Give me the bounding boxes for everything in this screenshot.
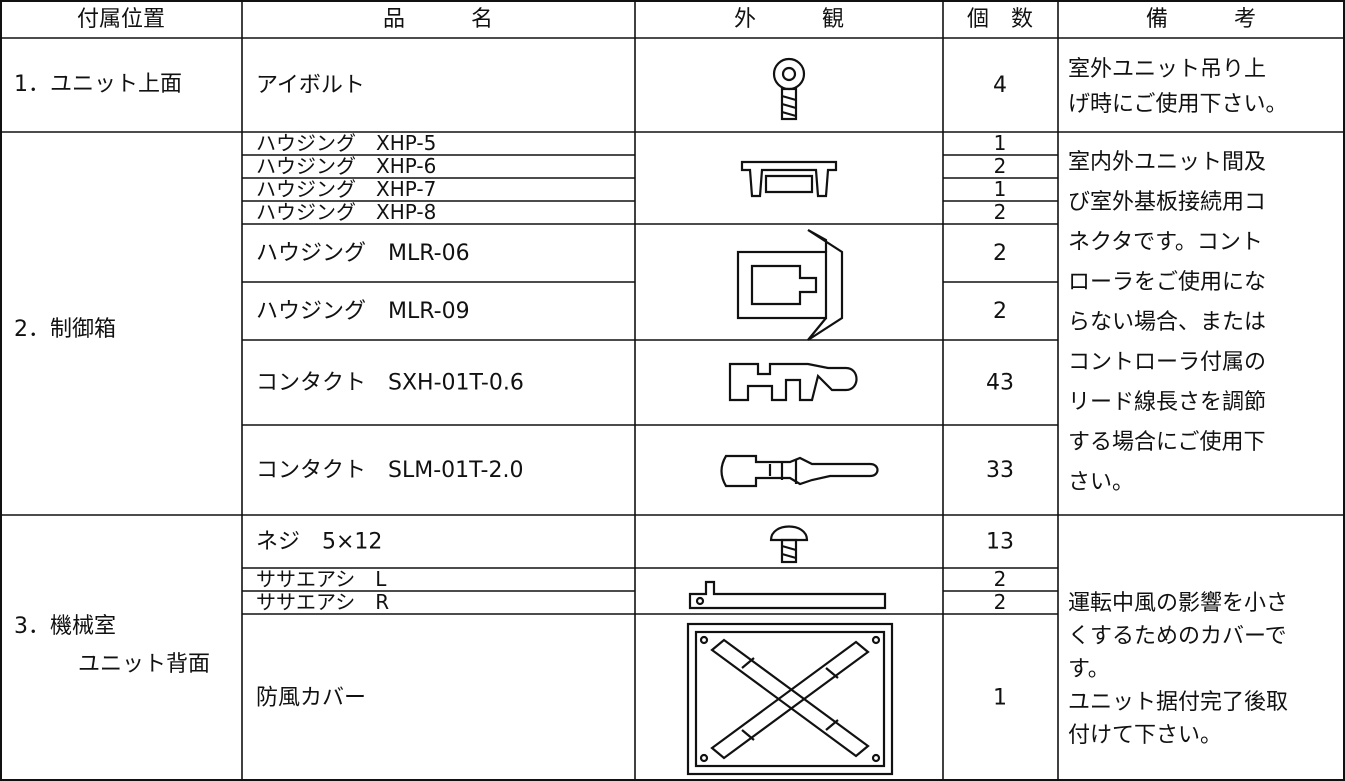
contact-slm-drawing — [720, 454, 879, 488]
item-name: ハウジング MLR-09 — [256, 299, 470, 324]
eyebolt-drawing — [772, 57, 806, 121]
item-name: ハウジング XHP-7 — [256, 177, 436, 201]
header-cell: 品 名 — [383, 7, 493, 32]
note-text: 付けて下さい。 — [1068, 723, 1222, 748]
location-text: ユニット背面 — [78, 652, 210, 677]
note-text: 室内外ユニット間及 — [1068, 150, 1266, 175]
item-quantity: 43 — [986, 371, 1014, 396]
note-text: 運転中風の影響を小さ — [1068, 591, 1288, 616]
item-name: ササエアシ R — [256, 590, 389, 614]
wind-cover-drawing — [686, 622, 894, 776]
item-quantity: 2 — [994, 567, 1007, 591]
housing-mlr-drawing — [736, 229, 844, 341]
item-name: コンタクト SXH-01T-0.6 — [256, 371, 524, 396]
location-text: 2．制御箱 — [14, 317, 116, 342]
note-text: さい。 — [1068, 470, 1134, 495]
item-name: ササエアシ L — [256, 567, 387, 591]
item-name: アイボルト — [256, 73, 365, 98]
support-leg-drawing — [688, 580, 887, 610]
location-text: 1．ユニット上面 — [14, 72, 182, 97]
note-text: する場合にご使用下 — [1068, 430, 1266, 455]
item-quantity: 4 — [993, 73, 1007, 98]
item-quantity: 1 — [994, 131, 1007, 155]
item-quantity: 2 — [994, 200, 1007, 224]
header-cell: 個 数 — [967, 7, 1033, 32]
note-text: び室外基板接続用コ — [1068, 190, 1266, 215]
item-quantity: 2 — [993, 299, 1007, 324]
item-quantity: 33 — [986, 458, 1014, 483]
header-cell: 外 観 — [734, 7, 844, 32]
screw-drawing — [769, 525, 809, 564]
note-text: ユニット据付完了後取 — [1068, 690, 1288, 715]
appearance-drawings — [686, 57, 894, 776]
note-text: コントローラ付属の — [1068, 350, 1266, 375]
item-quantity: 2 — [993, 241, 1007, 266]
housing-xhp-drawing — [740, 160, 838, 198]
item-quantity: 2 — [994, 154, 1007, 178]
note-text: リード線長さを調節 — [1068, 390, 1266, 415]
note-text: ローラをご使用にな — [1068, 270, 1266, 295]
item-name: ハウジング XHP-5 — [256, 131, 436, 155]
item-quantity: 1 — [993, 686, 1007, 711]
contact-sxh-drawing — [728, 362, 858, 402]
item-quantity: 2 — [994, 590, 1007, 614]
item-name: 防風カバー — [256, 686, 366, 711]
note-text: す。 — [1068, 657, 1110, 682]
note-text: 室外ユニット吊り上 — [1068, 57, 1266, 82]
item-quantity: 1 — [994, 177, 1007, 201]
note-text: げ時にご使用下さい。 — [1068, 92, 1288, 117]
note-text: くするためのカバーで — [1068, 624, 1287, 649]
note-text: ネクタです。コント — [1068, 230, 1263, 255]
header-cell: 備 考 — [1146, 7, 1256, 32]
note-text: らない場合、または — [1068, 310, 1266, 335]
location-text: 3．機械室 — [14, 614, 116, 639]
table-text: 付属位置 品 名 外 観 個 数 備 考 1．ユニット上面 アイボルト 4 室外ユニット吊り上げ… — [14, 7, 1288, 748]
item-name: ハウジング MLR-06 — [256, 241, 470, 266]
item-name: コンタクト SLM-01T-2.0 — [256, 458, 523, 483]
item-name: ハウジング XHP-6 — [256, 154, 436, 178]
item-name: ハウジング XHP-8 — [256, 200, 436, 224]
item-name: ネジ 5×12 — [256, 530, 382, 555]
header-cell: 付属位置 — [77, 7, 165, 32]
item-quantity: 13 — [986, 530, 1014, 555]
